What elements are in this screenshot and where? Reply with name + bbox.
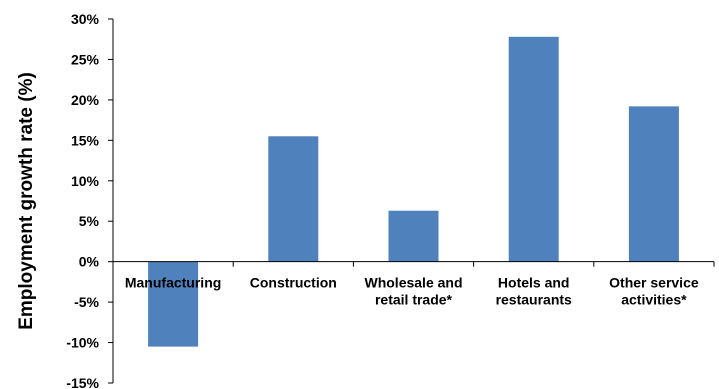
- x-category-label: Manufacturing: [125, 275, 221, 291]
- y-tick-label: -5%: [74, 294, 99, 310]
- bar: [268, 136, 319, 262]
- y-axis-label: Employment growth rate (%): [16, 72, 37, 330]
- y-tick-label: -10%: [66, 335, 99, 351]
- x-category-label: Wholesale and: [364, 275, 462, 291]
- bar: [628, 106, 679, 262]
- category-labels: Manufacturing Construction Wholesale andre…: [125, 275, 699, 308]
- y-tick-label: 25%: [71, 51, 100, 67]
- x-category-label: Hotels and: [498, 275, 570, 291]
- bar-group: [148, 36, 679, 347]
- y-tick-label: 5%: [79, 213, 100, 229]
- bar: [388, 210, 439, 262]
- y-tick-label: 20%: [71, 92, 100, 108]
- y-tick-label: 15%: [71, 132, 100, 148]
- y-axis-ticks: -15% -10% -5% 0% 5% 10% 15% 20% 25% 30%: [66, 11, 113, 389]
- axes: [112, 19, 715, 383]
- y-tick-label: 30%: [71, 11, 100, 27]
- x-category-label: retail trade*: [375, 292, 453, 308]
- x-category-label: restaurants: [496, 292, 572, 308]
- x-category-label: Construction: [250, 275, 337, 291]
- bar: [508, 36, 559, 262]
- y-tick-label: 10%: [71, 173, 100, 189]
- x-category-label: activities*: [621, 292, 687, 308]
- y-tick-label: 0%: [79, 254, 100, 270]
- y-tick-label: -15%: [66, 375, 99, 389]
- bar: [148, 261, 199, 347]
- x-category-label: Other service: [609, 275, 699, 291]
